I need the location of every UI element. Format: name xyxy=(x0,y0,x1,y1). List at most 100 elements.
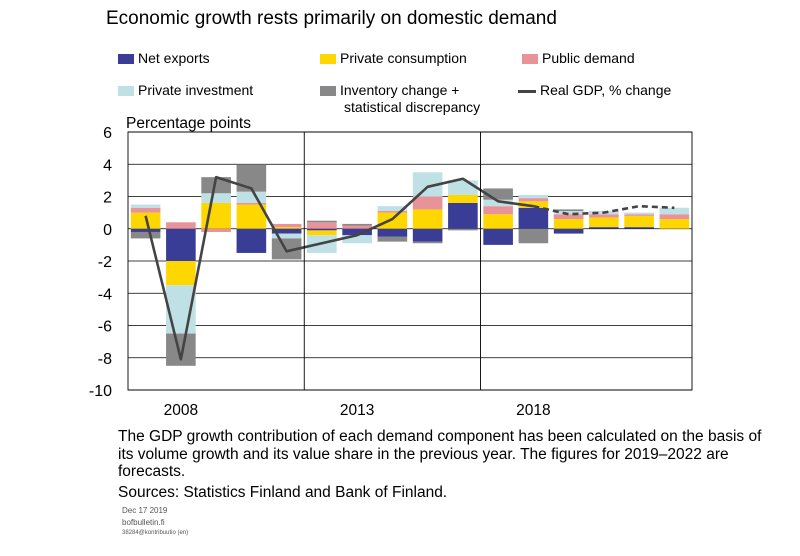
bar-public_demand-2007 xyxy=(130,207,161,213)
y-tick-4: 4 xyxy=(103,157,112,174)
bar-public_demand-2021 xyxy=(624,214,654,216)
bar-public_demand-2014 xyxy=(377,211,408,213)
bar-private_consumption-2011 xyxy=(271,227,302,229)
plot-border xyxy=(127,131,693,391)
bar-net_exports-2019 xyxy=(553,228,584,234)
y-tick-2: 2 xyxy=(103,190,112,207)
bar-inventory-2009 xyxy=(201,177,231,194)
y-axis-label: Percentage points xyxy=(126,115,251,132)
bar-private_investment-2022 xyxy=(659,207,690,215)
bar-private_consumption-2021 xyxy=(624,215,654,228)
y-tick--2: -2 xyxy=(98,254,112,271)
bar-inventory-2012 xyxy=(307,220,337,223)
gdp-line-group xyxy=(144,175,675,361)
bar-private_investment-2021 xyxy=(624,212,654,215)
bar-net_exports-2010 xyxy=(236,228,267,253)
legend-label-gdp: Real GDP, % change xyxy=(540,82,672,98)
bar-net_exports-2021 xyxy=(624,227,654,229)
bar-private_consumption-2019 xyxy=(553,219,584,229)
bar-inventory-2015 xyxy=(412,241,443,244)
bar-public_demand-2011 xyxy=(271,223,302,228)
footer-code: 38284@kontribuutio (en) xyxy=(122,530,189,536)
bar-net_exports-2011 xyxy=(271,228,302,234)
bar-private_investment-2013 xyxy=(342,235,372,244)
x-tick-labels: 2008 2013 2018 xyxy=(164,402,551,419)
source-line: Sources: Statistics Finland and Bank of … xyxy=(118,484,448,501)
bar-private_investment-2010 xyxy=(236,191,267,203)
bar-private_investment-2019 xyxy=(553,211,584,215)
bar-net_exports-2018 xyxy=(518,207,549,229)
y-tick-6: 6 xyxy=(103,125,112,142)
y-tick--4: -4 xyxy=(98,286,112,303)
y-tick-labels: -10 -8 -6 -4 -2 0 2 4 6 xyxy=(89,125,112,400)
bar-public_demand-2022 xyxy=(659,214,690,220)
legend-swatch-public-demand xyxy=(522,54,538,64)
bar-net_exports-2007 xyxy=(130,228,161,232)
bar-private_investment-2017 xyxy=(483,199,513,207)
gdp-line-actual xyxy=(144,175,534,361)
bar-net_exports-2015 xyxy=(412,228,443,242)
bar-private_consumption-2016 xyxy=(448,194,478,203)
bar-net_exports-2020 xyxy=(589,227,619,229)
bar-inventory-2013 xyxy=(342,223,372,226)
legend-label-inventory-line2: statistical discrepancy xyxy=(344,99,481,115)
bar-net_exports-2014 xyxy=(377,228,408,237)
bar-public_demand-2013 xyxy=(342,225,372,229)
legend-label-inventory-line1: Inventory change + xyxy=(340,82,460,98)
bar-private_investment-2014 xyxy=(377,206,408,212)
bar-private_consumption-2008 xyxy=(166,261,196,286)
bar-net_exports-2016 xyxy=(448,202,478,229)
bar-private_consumption-2012 xyxy=(307,230,337,236)
bar-net_exports-2008 xyxy=(166,228,196,261)
chart-svg: -10 -8 -6 -4 -2 0 2 4 6 2008 2013 2018 Percentage … xyxy=(89,115,693,419)
bar-inventory-2007 xyxy=(130,231,161,239)
bar-inventory-2016 xyxy=(448,228,478,231)
bar-inventory-2017 xyxy=(483,188,513,200)
y-tick--8: -8 xyxy=(98,351,112,368)
legend-label-public-demand: Public demand xyxy=(542,50,635,66)
footer-site: bofbulletin.fi xyxy=(122,518,165,527)
legend-swatch-private-investment xyxy=(118,86,134,96)
x-tick-2008: 2008 xyxy=(164,402,198,419)
y-tick--6: -6 xyxy=(98,319,112,336)
bar-inventory-2018 xyxy=(518,228,549,244)
bar-private_consumption-2020 xyxy=(589,217,619,228)
legend-label-private-consumption: Private consumption xyxy=(340,50,467,66)
bar-inventory-2008 xyxy=(166,333,196,366)
bar-private_consumption-2014 xyxy=(377,212,408,229)
bar-public_demand-2010 xyxy=(236,202,267,205)
footnote: The GDP growth contribution of each dema… xyxy=(118,428,762,480)
bar-private_consumption-2022 xyxy=(659,219,690,229)
bar-public_demand-2018 xyxy=(518,198,549,202)
bar-private_investment-2011 xyxy=(271,233,302,239)
x-tick-2013: 2013 xyxy=(340,402,374,419)
legend-swatch-inventory xyxy=(320,86,336,96)
bar-public_demand-2017 xyxy=(483,206,513,215)
footer-date: Dec 17 2019 xyxy=(122,506,168,515)
bar-net_exports-2012 xyxy=(307,228,337,231)
bar-public_demand-2008 xyxy=(166,222,196,229)
bar-private_investment-2007 xyxy=(130,204,161,208)
bar-net_exports-2017 xyxy=(483,228,513,245)
legend-swatch-net-exports xyxy=(118,54,134,64)
grid-lines xyxy=(128,131,692,391)
bar-public_demand-2015 xyxy=(412,196,443,210)
chart-title: Economic growth rests primarily on domes… xyxy=(106,8,557,29)
bar-net_exports-2013 xyxy=(342,228,372,236)
plot-frame xyxy=(127,131,693,391)
bar-inventory-2019 xyxy=(553,209,584,212)
bar-private_consumption-2017 xyxy=(483,214,513,229)
bar-public_demand-2020 xyxy=(589,214,619,218)
bar-public_demand-2009 xyxy=(201,228,231,232)
legend-label-private-investment: Private investment xyxy=(138,82,254,98)
bar-private_investment-2016 xyxy=(448,180,478,195)
bar-public_demand-2019 xyxy=(553,214,584,220)
bar-inventory-2014 xyxy=(377,236,408,242)
legend-label-net-exports: Net exports xyxy=(138,50,210,66)
bar-private_consumption-2018 xyxy=(518,201,549,208)
legend-swatch-private-consumption xyxy=(320,54,336,64)
x-tick-2018: 2018 xyxy=(516,402,550,419)
bar-private_consumption-2015 xyxy=(412,209,443,229)
bar-private_investment-2018 xyxy=(518,194,549,199)
y-tick-0: 0 xyxy=(103,222,112,239)
